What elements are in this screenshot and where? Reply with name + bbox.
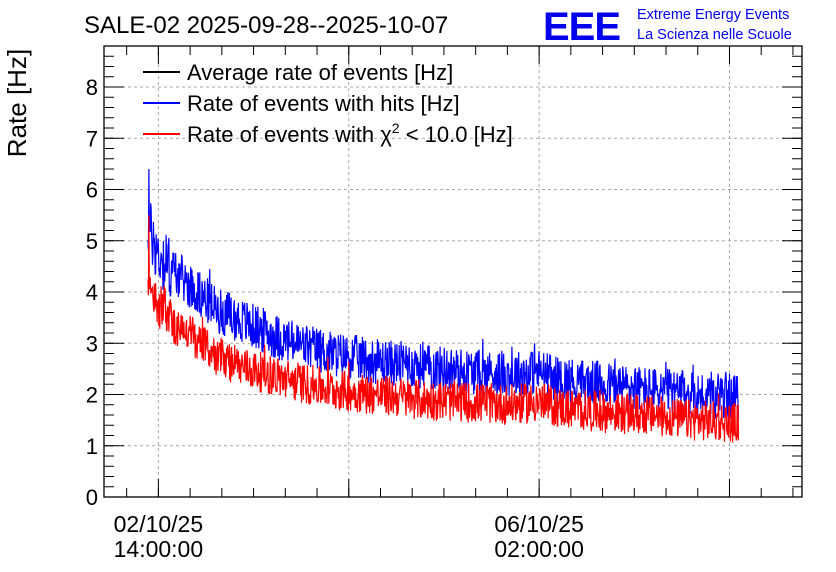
axis-ticks [104, 45, 802, 498]
logo-line-2: La Scienza nelle Scuole [637, 27, 792, 43]
legend-label-average: Average rate of events [Hz] [187, 60, 453, 85]
legend-chi2-sup: 2 [392, 120, 400, 136]
y-axis-label: Rate [Hz] [2, 49, 32, 157]
y-tick-label: 2 [86, 383, 98, 408]
series-layer [147, 168, 740, 443]
eee-logo: EEE Extreme Energy Events La Scienza nel… [543, 5, 792, 49]
y-tick-label: 0 [86, 485, 98, 510]
eee-logo-mark: EEE [543, 5, 620, 49]
logo-line-1: Extreme Energy Events [637, 7, 789, 23]
y-tick-label: 3 [86, 331, 98, 356]
y-tick-label: 1 [86, 434, 98, 459]
series-line-chi2 [147, 215, 740, 443]
legend-chi2-prefix: Rate of events with [187, 122, 380, 147]
y-tick-label: 8 [86, 75, 98, 100]
y-tick-label: 7 [86, 126, 98, 151]
y-tick-label: 6 [86, 178, 98, 203]
y-tick-label: 4 [86, 280, 98, 305]
legend-label-chi2: Rate of events with χ2 < 10.0 [Hz] [187, 120, 513, 147]
x-tick-label-date: 02/10/25 [114, 511, 204, 537]
x-tick-label-date: 06/10/25 [494, 511, 584, 537]
x-tick-label-time: 14:00:00 [114, 536, 204, 562]
x-tick-label-time: 02:00:00 [494, 536, 584, 562]
y-tick-labels: 0 1 2 3 4 5 6 7 8 [86, 75, 98, 510]
legend: Average rate of events [Hz] Rate of even… [143, 60, 513, 147]
y-tick-label: 5 [86, 229, 98, 254]
legend-chi2-symbol: χ [380, 122, 392, 147]
legend-chi2-suffix: < 10.0 [Hz] [400, 122, 513, 147]
legend-label-hits: Rate of events with hits [Hz] [187, 91, 460, 116]
chart-title: SALE-02 2025-09-28--2025-10-07 [84, 12, 448, 39]
series-line-hits [147, 168, 740, 420]
